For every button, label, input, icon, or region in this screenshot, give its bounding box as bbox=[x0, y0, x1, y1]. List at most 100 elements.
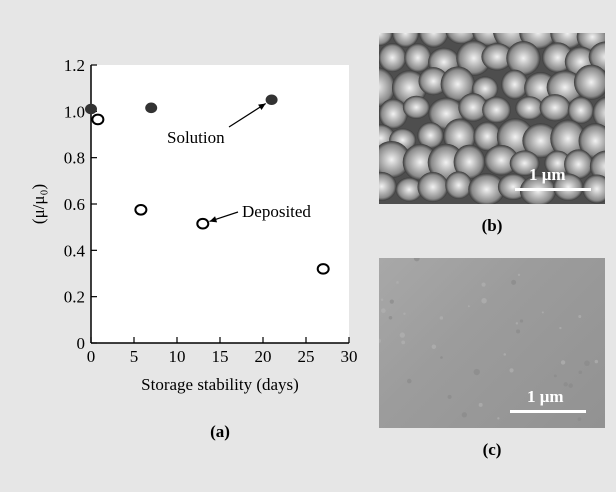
speck bbox=[515, 322, 519, 325]
y-axis-label: (μ/μ₀) bbox=[29, 184, 48, 224]
x-tick-label: 5 bbox=[130, 347, 139, 366]
deposited-point bbox=[196, 217, 210, 230]
grain bbox=[522, 123, 559, 159]
speck bbox=[481, 298, 487, 304]
speck bbox=[403, 312, 406, 316]
deposited-point bbox=[91, 113, 105, 126]
grain bbox=[395, 177, 423, 202]
y-tick-label: 1.2 bbox=[64, 56, 85, 75]
speck bbox=[511, 279, 517, 285]
grain bbox=[402, 95, 430, 119]
speck bbox=[447, 394, 452, 399]
grain bbox=[440, 66, 475, 102]
speck bbox=[568, 383, 573, 388]
annotation-label: Solution bbox=[167, 128, 225, 147]
scale-label-b: 1 μm bbox=[529, 165, 566, 184]
x-tick-label: 20 bbox=[255, 347, 272, 366]
scale-bar-c bbox=[510, 410, 586, 413]
speck bbox=[481, 282, 486, 287]
speck bbox=[380, 308, 386, 314]
y-tick-label: 0.8 bbox=[64, 149, 85, 168]
x-tick-label: 25 bbox=[298, 347, 315, 366]
grain bbox=[473, 121, 501, 152]
speck bbox=[584, 360, 590, 367]
grain bbox=[456, 40, 492, 76]
grain bbox=[392, 33, 420, 48]
grain bbox=[588, 41, 605, 73]
speck bbox=[553, 374, 557, 378]
grain bbox=[589, 150, 605, 182]
solution-point bbox=[145, 102, 158, 114]
panel-label-c: (c) bbox=[482, 440, 502, 459]
y-tick-label: 0.4 bbox=[64, 241, 86, 260]
deposited-point bbox=[316, 263, 330, 275]
x-tick-label: 15 bbox=[212, 347, 229, 366]
speck bbox=[497, 417, 500, 420]
grain bbox=[453, 144, 486, 180]
speck bbox=[503, 353, 507, 356]
x-axis-label: Storage stability (days) bbox=[141, 375, 299, 394]
x-tick-label: 0 bbox=[87, 347, 96, 366]
scale-bar-b bbox=[515, 188, 591, 191]
grain bbox=[539, 94, 571, 122]
grain bbox=[553, 173, 584, 201]
x-tick-label: 30 bbox=[341, 347, 358, 366]
grain bbox=[564, 149, 593, 180]
speck bbox=[389, 299, 394, 304]
grain bbox=[578, 123, 605, 159]
y-tick-label: 0.2 bbox=[64, 288, 85, 307]
solution-point bbox=[85, 103, 97, 115]
plot-background bbox=[91, 65, 349, 343]
speck bbox=[577, 417, 582, 421]
solution-point bbox=[265, 94, 278, 106]
speck bbox=[560, 360, 566, 365]
speck bbox=[399, 332, 405, 338]
speck bbox=[563, 382, 568, 387]
deposited-point bbox=[134, 203, 148, 216]
scale-label-c: 1 μm bbox=[527, 387, 564, 406]
speck bbox=[413, 258, 420, 262]
grain bbox=[379, 43, 407, 73]
speck bbox=[406, 378, 412, 384]
panel-label-b: (b) bbox=[481, 216, 503, 235]
y-tick-label: 0 bbox=[77, 334, 86, 353]
speck bbox=[517, 273, 521, 277]
speck bbox=[401, 340, 406, 345]
grain bbox=[592, 96, 605, 129]
micrograph-b: 1 μm bbox=[379, 33, 605, 204]
grain bbox=[567, 96, 594, 124]
grain bbox=[501, 69, 529, 100]
grain bbox=[484, 145, 519, 176]
annotation-arrowhead bbox=[209, 216, 218, 223]
speck bbox=[388, 316, 393, 320]
speck bbox=[379, 338, 382, 343]
grain bbox=[418, 67, 449, 96]
grain bbox=[417, 171, 449, 203]
grain bbox=[379, 140, 411, 179]
speck bbox=[396, 281, 399, 284]
x-tick-label: 10 bbox=[169, 347, 186, 366]
grain bbox=[509, 150, 540, 176]
grain bbox=[515, 96, 544, 120]
annotation-label: Deposited bbox=[242, 202, 311, 221]
grain bbox=[379, 67, 396, 107]
grain bbox=[419, 33, 449, 48]
grain bbox=[379, 33, 393, 46]
speck bbox=[516, 329, 521, 334]
grain bbox=[417, 122, 444, 149]
grain bbox=[379, 172, 397, 201]
speck bbox=[541, 311, 544, 314]
speck bbox=[478, 402, 483, 407]
grain bbox=[573, 64, 605, 100]
speck bbox=[559, 326, 562, 330]
annotation-arrowhead bbox=[258, 103, 266, 110]
speck bbox=[519, 319, 524, 323]
grain bbox=[379, 98, 408, 130]
speck bbox=[473, 368, 480, 376]
grain bbox=[404, 43, 432, 73]
speck bbox=[509, 368, 514, 373]
grain bbox=[481, 43, 513, 71]
grain bbox=[458, 93, 488, 122]
speck bbox=[594, 359, 599, 364]
